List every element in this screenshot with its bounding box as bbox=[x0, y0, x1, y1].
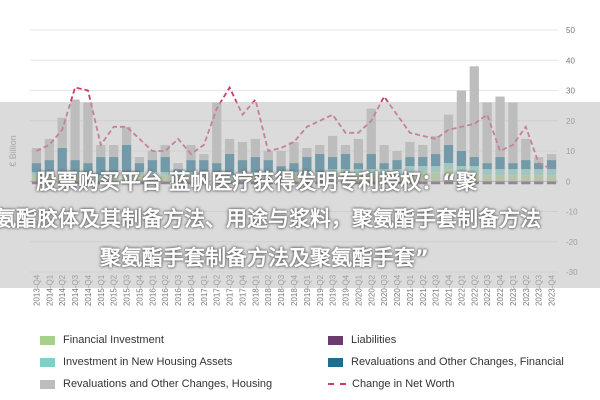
x-tick-label: 2020-Q4 bbox=[393, 274, 402, 306]
y-tick-label: 30 bbox=[566, 87, 575, 96]
headline-overlay: 股票购买平台 蓝帆医疗获得发明专利授权：“聚 氨酯胶体及其制备方法、用途与浆料，… bbox=[0, 102, 600, 288]
legend-swatch bbox=[328, 357, 343, 367]
legend-swatch bbox=[40, 335, 55, 345]
legend-label: Revaluations and Other Changes, Financia… bbox=[351, 356, 564, 368]
x-tick-label: 2018-Q1 bbox=[251, 274, 260, 306]
x-tick-label: 2023-Q4 bbox=[548, 274, 557, 306]
y-tick-label: 50 bbox=[566, 26, 575, 35]
x-tick-label: 2020-Q3 bbox=[380, 274, 389, 306]
x-tick-label: 2018-Q2 bbox=[264, 274, 273, 306]
x-tick-label: 2023-Q2 bbox=[522, 274, 531, 306]
x-tick-label: 2017-Q4 bbox=[239, 274, 248, 306]
legend-item-revaluations-financial: Revaluations and Other Changes, Financia… bbox=[328, 354, 564, 370]
legend-label: Financial Investment bbox=[63, 334, 164, 346]
x-tick-label: 2023-Q1 bbox=[509, 274, 518, 306]
x-tick-label: 2019-Q3 bbox=[329, 274, 338, 306]
x-tick-label: 2017-Q2 bbox=[213, 274, 222, 306]
x-tick-label: 2020-Q1 bbox=[354, 274, 363, 306]
x-tick-label: 2013-Q4 bbox=[32, 274, 41, 306]
x-tick-label: 2022-Q2 bbox=[470, 274, 479, 306]
headline-line-1: 股票购买平台 蓝帆医疗获得发明专利授权：“聚 bbox=[36, 170, 478, 194]
legend-item-change-net-worth: Change in Net Worth bbox=[328, 376, 455, 392]
x-tick-label: 2022-Q1 bbox=[457, 274, 466, 306]
x-tick-label: 2020-Q2 bbox=[367, 274, 376, 306]
x-tick-label: 2017-Q1 bbox=[200, 274, 209, 306]
legend-label: Liabilities bbox=[351, 334, 397, 346]
legend-swatch bbox=[328, 335, 343, 345]
x-tick-label: 2021-Q1 bbox=[406, 274, 415, 306]
x-tick-label: 2018-Q3 bbox=[277, 274, 286, 306]
x-tick-label: 2015-Q3 bbox=[123, 274, 132, 306]
x-tick-label: 2022-Q4 bbox=[496, 274, 505, 306]
x-tick-label: 2016-Q2 bbox=[161, 274, 170, 306]
headline-line-3: 聚氨酯手套制备方法及聚氨酯手套” bbox=[100, 246, 429, 270]
legend-item-revaluations-housing: Revaluations and Other Changes, Housing bbox=[40, 376, 272, 392]
x-tick-label: 2015-Q2 bbox=[110, 274, 119, 306]
x-tick-label: 2015-Q1 bbox=[97, 274, 106, 306]
x-tick-label: 2016-Q3 bbox=[174, 274, 183, 306]
x-tick-label: 2021-Q3 bbox=[432, 274, 441, 306]
headline-line-2: 氨酯胶体及其制备方法、用途与浆料，聚氨酯手套制备方法 bbox=[0, 207, 541, 231]
x-tick-label: 2022-Q3 bbox=[483, 274, 492, 306]
x-tick-label: 2023-Q3 bbox=[535, 274, 544, 306]
x-tick-label: 2014-Q3 bbox=[71, 274, 80, 306]
legend-label: Revaluations and Other Changes, Housing bbox=[63, 378, 273, 390]
x-tick-label: 2019-Q1 bbox=[303, 274, 312, 306]
x-tick-label: 2014-Q4 bbox=[84, 274, 93, 306]
x-tick-label: 2019-Q2 bbox=[316, 274, 325, 306]
legend-item-investment-housing: Investment in New Housing Assets bbox=[40, 354, 232, 370]
x-tick-label: 2017-Q3 bbox=[226, 274, 235, 306]
legend-label: Investment in New Housing Assets bbox=[63, 356, 233, 368]
chart-legend: Financial Investment Liabilities Investm… bbox=[0, 318, 600, 400]
y-tick-label: 40 bbox=[566, 56, 575, 65]
legend-label: Change in Net Worth bbox=[352, 378, 455, 390]
legend-item-financial-investment: Financial Investment bbox=[40, 332, 164, 348]
x-tick-label: 2015-Q4 bbox=[136, 274, 145, 306]
legend-dash bbox=[328, 383, 346, 385]
x-tick-label: 2014-Q1 bbox=[45, 274, 54, 306]
legend-item-liabilities: Liabilities bbox=[328, 332, 396, 348]
x-tick-label: 2016-Q4 bbox=[187, 274, 196, 306]
x-tick-label: 2021-Q2 bbox=[419, 274, 428, 306]
x-tick-label: 2021-Q4 bbox=[445, 274, 454, 306]
x-tick-label: 2016-Q1 bbox=[148, 274, 157, 306]
legend-swatch bbox=[40, 357, 55, 367]
x-tick-label: 2014-Q2 bbox=[58, 274, 67, 306]
x-tick-label: 2019-Q4 bbox=[342, 274, 351, 306]
legend-swatch bbox=[40, 379, 55, 389]
x-tick-label: 2018-Q4 bbox=[290, 274, 299, 306]
